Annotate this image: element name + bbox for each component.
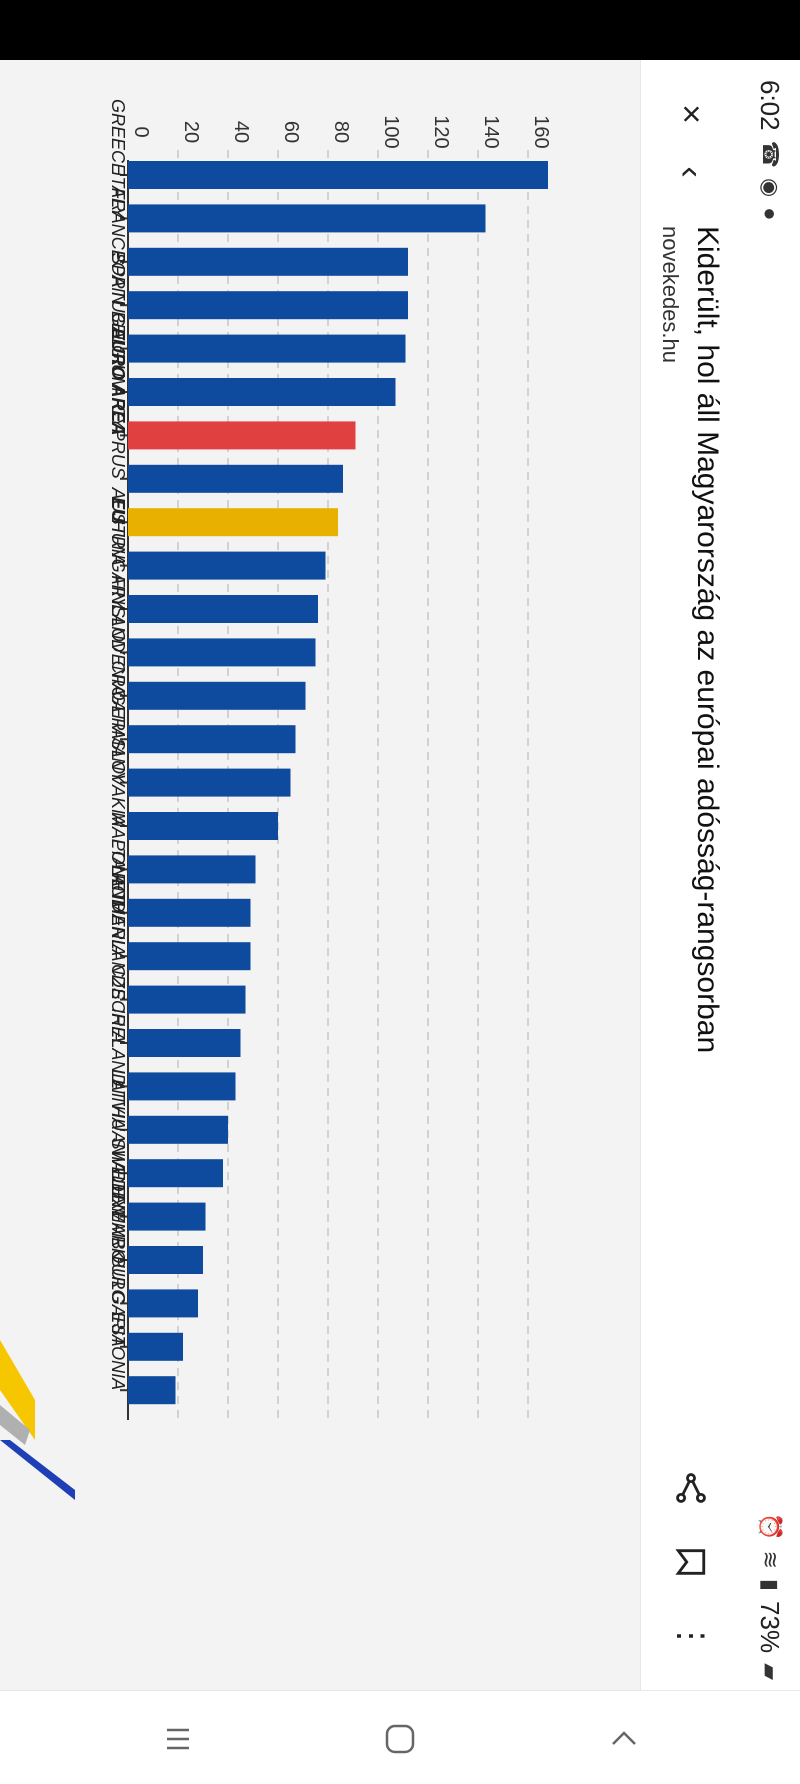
tick-label: 0 <box>130 126 152 137</box>
bar <box>128 1246 203 1274</box>
status-bar: 6:02 ☎ ◉ ● ⏰ ≋ ▮ 73% ▰ <box>740 60 800 1700</box>
category-label: IRELAND <box>108 1008 128 1086</box>
bar <box>128 1376 176 1405</box>
tick-label: 20 <box>180 121 202 143</box>
category-label: SLOVAKIA <box>108 738 128 826</box>
category-label: HUNGARY <box>108 520 128 611</box>
more-options-icon[interactable]: ⋮ <box>672 1619 710 1653</box>
bar <box>128 464 343 493</box>
share-icon[interactable] <box>667 1464 715 1512</box>
category-label: GERMANY <box>108 692 128 785</box>
bar <box>128 161 548 189</box>
tick-label: 100 <box>380 115 402 148</box>
bar <box>128 812 278 840</box>
decorative-ribbon <box>0 1440 75 1500</box>
category-label: LATVIA <box>108 1069 128 1130</box>
bar <box>128 1289 198 1318</box>
category-label: LITHUANIA <box>108 1079 128 1173</box>
bar <box>128 1159 223 1188</box>
category-label: MALTA <box>108 812 128 869</box>
tick-label: 140 <box>480 115 502 148</box>
browser-toolbar: × ‹ Kiderült, hol áll Magyarország az eu… <box>640 60 741 1700</box>
bar <box>128 985 246 1014</box>
bar <box>128 421 356 450</box>
tick-label: 160 <box>530 115 552 148</box>
alarm-icon: ⏰ <box>758 1513 783 1541</box>
category-label: FRANCE <box>108 188 128 263</box>
category-label: BULGARIA <box>108 1256 128 1347</box>
debt-bar-chart: 0 20 40 60 80 100 120 140 160 GREECEITALYFRANCESP… <box>0 99 552 1500</box>
back-icon[interactable]: ‹ <box>672 166 711 178</box>
bar <box>128 681 306 710</box>
bar <box>128 378 396 406</box>
decorative-ribbon <box>0 1340 35 1440</box>
bar <box>128 638 316 667</box>
page-url: novekedes.hu <box>658 226 683 363</box>
category-label: CZECHIA <box>108 964 128 1043</box>
bar <box>128 942 251 971</box>
category-label: PORTUGAL <box>108 250 128 349</box>
category-label: ESTONIA <box>108 1311 128 1390</box>
battery-level: 73% <box>755 1601 786 1654</box>
category-label: NETHERLANDS <box>108 866 128 1000</box>
category-label: LUXEMBOURG <box>108 1175 128 1303</box>
signal-icon: ▮ <box>758 1578 783 1592</box>
decorative-ribbon <box>0 1405 30 1445</box>
page-info: Kiderült, hol áll Magyarország az európa… <box>657 226 725 1464</box>
category-label: DENMARK <box>108 1170 128 1261</box>
status-time: 6:02 <box>755 80 786 131</box>
page-title: Kiderült, hol áll Magyarország az európa… <box>691 226 724 1054</box>
bar <box>128 1072 236 1101</box>
back-nav-icon[interactable] <box>594 1709 654 1769</box>
category-label: SPAIN <box>108 253 128 307</box>
category-label: SLOVENIA <box>108 606 128 696</box>
recent-apps-icon[interactable] <box>148 1709 208 1769</box>
category-label: AUSTRIA <box>108 487 128 566</box>
category-label: SWEDEN <box>108 1138 128 1218</box>
tick-label: 40 <box>230 121 252 143</box>
bar <box>128 725 296 754</box>
bar <box>128 291 408 320</box>
top-camera-bar <box>0 0 800 60</box>
category-label: FINLAND <box>108 575 128 652</box>
bar <box>128 1332 183 1361</box>
bar <box>128 768 291 797</box>
category-label: ROMANIA <box>108 872 128 956</box>
nav-bar <box>0 1690 800 1784</box>
category-label: GREECE <box>108 99 128 176</box>
bar <box>128 1115 228 1144</box>
bar <box>128 1202 206 1231</box>
chart-area: 0 20 40 60 80 100 120 140 160 GREECE ITALY FRANCE SP… <box>0 60 640 1700</box>
messenger-icon: ◉ <box>758 178 783 198</box>
tick-label: 60 <box>280 121 302 143</box>
bar <box>128 508 338 537</box>
bar <box>128 855 256 884</box>
wifi-icon: ≋ <box>758 1550 783 1569</box>
bar <box>128 247 408 276</box>
close-icon[interactable]: × <box>672 104 711 124</box>
category-label: BELGIUM <box>108 311 128 392</box>
category-label: CROATIA <box>108 661 128 740</box>
battery-icon: ▰ <box>758 1663 783 1680</box>
bar <box>128 1029 241 1057</box>
bar <box>128 595 318 623</box>
category-label: EU <box>108 497 128 523</box>
bar <box>128 204 486 233</box>
tick-label: 120 <box>430 115 452 148</box>
home-icon[interactable] <box>370 1709 430 1769</box>
bar <box>128 898 251 927</box>
tick-label: 80 <box>330 121 352 143</box>
category-label: CYPRUS <box>108 404 128 479</box>
bookmark-icon[interactable] <box>667 1538 715 1586</box>
category-label: EURO AREA <box>108 328 128 435</box>
notification-icon: ● <box>758 207 783 221</box>
category-label: POLAND <box>108 839 128 913</box>
bar <box>128 551 326 580</box>
missed-call-icon: ☎ <box>758 140 783 169</box>
bar <box>128 334 406 363</box>
category-label: ITALY <box>108 171 128 220</box>
